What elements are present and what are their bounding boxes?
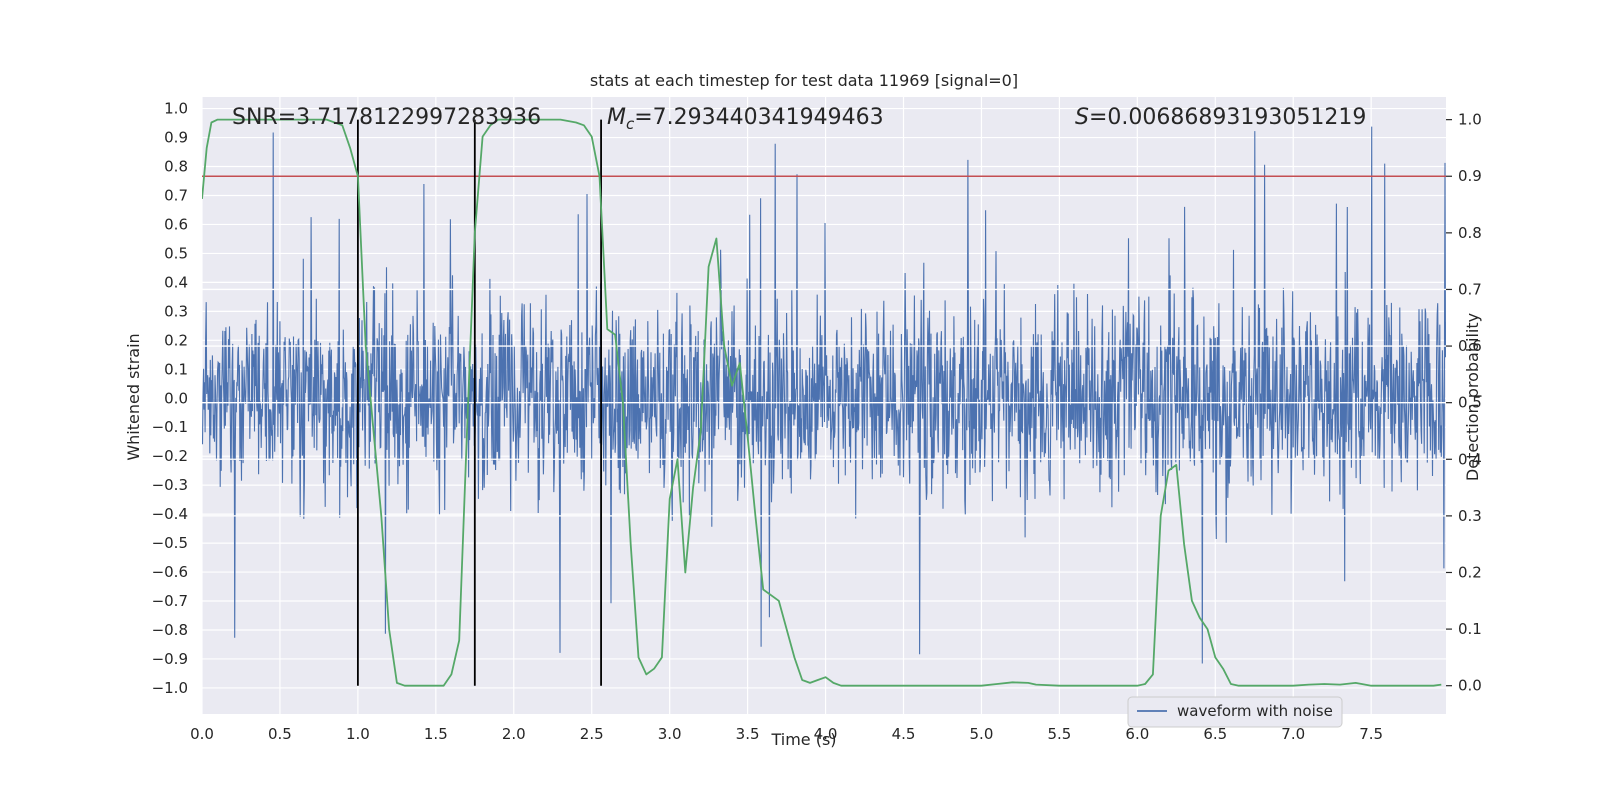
- left-y-tick-label: 0.6: [164, 215, 188, 233]
- right-y-tick-label: 0.9: [1458, 167, 1482, 185]
- left-axis-ticks: 1.0 0.9 0.8 0.7 0.6 0.5 0.4 0.3 0.2 0.1 0.0 −0.1 −0.…: [152, 100, 188, 697]
- x-tick-label: 5.5: [1047, 725, 1071, 743]
- right-y-tick-label: 0.3: [1458, 507, 1482, 525]
- detection-probability-line: [202, 118, 1442, 687]
- right-y-tick-label: 0.5: [1458, 394, 1482, 412]
- x-axis-label: Time (s): [770, 730, 836, 749]
- x-tick-label: 0.5: [268, 725, 292, 743]
- legend-box: [1127, 696, 1343, 728]
- s-statistic-symbol: S: [1075, 105, 1089, 130]
- left-y-tick-label: 0.5: [164, 244, 188, 262]
- x-tick-label: 6.0: [1125, 725, 1149, 743]
- left-y-tick-label: −1.0: [152, 679, 188, 697]
- x-axis-ticks: 0.0 0.5 1.0 1.5 2.0 2.5 3.0 3.5 4.0 4.5 5.0 5.5 6.0 6…: [190, 725, 1383, 743]
- waveform-line: [202, 126, 1446, 664]
- chirp-mass-annotation: Mc=7.293440341949463: [607, 105, 884, 133]
- x-tick-label: 1.5: [424, 725, 448, 743]
- left-y-tick-label: 0.1: [164, 360, 188, 378]
- x-tick-label: 2.5: [580, 725, 604, 743]
- left-y-tick-label: 0.7: [164, 186, 188, 204]
- right-y-tick-label: 0.2: [1458, 563, 1482, 581]
- left-y-tick-label: 0.4: [164, 273, 188, 291]
- x-tick-label: 5.0: [970, 725, 994, 743]
- horizontal-gridlines: [202, 107, 1446, 689]
- x-tick-label: 3.0: [658, 725, 682, 743]
- left-y-tick-label: −0.1: [152, 418, 188, 436]
- left-y-tick-label: 0.2: [164, 331, 188, 349]
- left-y-tick-label: 0.3: [164, 302, 188, 320]
- x-tick-label: 3.5: [736, 725, 760, 743]
- right-y-tick-label: 0.8: [1458, 224, 1482, 242]
- x-tick-label: 2.0: [502, 725, 526, 743]
- left-y-tick-label: −0.9: [152, 650, 188, 668]
- left-y-tick-label: −0.6: [152, 563, 188, 581]
- right-y-tick-label: 0.7: [1458, 280, 1482, 298]
- x-tick-label: 4.5: [892, 725, 916, 743]
- chirp-mass-symbol: M: [607, 105, 626, 130]
- right-axis-ticks: 1.0 0.9 0.8 0.7 0.6 0.5 0.4 0.3 0.2 0.1 0.0: [1446, 111, 1482, 695]
- chirp-mass-subscript: c: [626, 115, 635, 133]
- right-y-axis-label: Detection probability: [1463, 313, 1482, 481]
- x-tick-label: 7.5: [1359, 725, 1383, 743]
- left-y-tick-label: −0.4: [152, 505, 188, 523]
- snr-annotation: SNR=3.7178122997283936: [232, 105, 541, 130]
- right-y-tick-label: 0.4: [1458, 450, 1482, 468]
- right-y-tick-label: 0.6: [1458, 337, 1482, 355]
- legend: waveform with noise: [1127, 696, 1343, 728]
- x-tick-label: 0.0: [190, 725, 214, 743]
- left-y-tick-label: 0.8: [164, 158, 188, 176]
- x-tick-label: 7.0: [1281, 725, 1305, 743]
- x-tick-label: 6.5: [1203, 725, 1227, 743]
- left-y-axis-label: Whitened strain: [124, 333, 143, 460]
- chirp-mass-value: =7.293440341949463: [634, 105, 883, 130]
- right-y-tick-label: 0.0: [1458, 677, 1482, 695]
- right-y-tick-label: 1.0: [1458, 111, 1482, 129]
- left-y-tick-label: −0.7: [152, 592, 188, 610]
- waveform-series: [202, 126, 1446, 664]
- right-y-tick-label: 0.1: [1458, 620, 1482, 638]
- left-y-tick-label: 0.0: [164, 389, 188, 407]
- right-axis-gridlines: [202, 288, 1446, 517]
- x-tick-label: 4.0: [814, 725, 838, 743]
- s-statistic-annotation: S=0.00686893193051219: [1075, 105, 1366, 130]
- left-y-tick-label: 1.0: [164, 100, 188, 118]
- probability-series: [202, 118, 1442, 687]
- chart-title: stats at each timestep for test data 119…: [590, 71, 1018, 90]
- s-statistic-value: =0.00686893193051219: [1089, 105, 1366, 130]
- left-y-tick-label: −0.3: [152, 476, 188, 494]
- left-y-tick-label: −0.5: [152, 534, 188, 552]
- left-y-tick-label: −0.2: [152, 447, 188, 465]
- left-y-tick-label: 0.9: [164, 129, 188, 147]
- left-y-tick-label: −0.8: [152, 621, 188, 639]
- x-tick-label: 1.0: [346, 725, 370, 743]
- legend-label: waveform with noise: [1177, 702, 1333, 720]
